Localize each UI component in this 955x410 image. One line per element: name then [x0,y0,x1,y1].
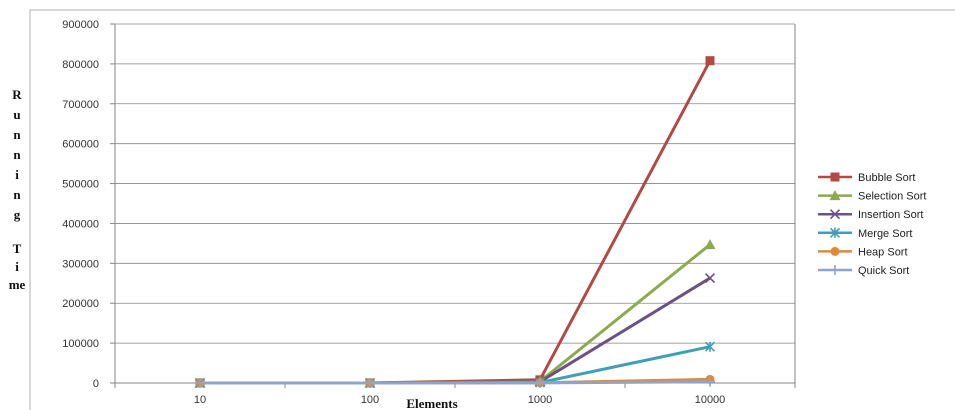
y-tick-label: 600000 [62,139,99,151]
data-point-bubble-sort [706,56,715,65]
y-axis-label-letter: me [9,277,26,292]
y-tick-label: 200000 [62,298,99,310]
y-tick-label: 700000 [62,99,99,111]
y-axis-label-letter: n [13,147,21,162]
y-axis-label-letter: g [14,207,21,222]
series-line-quick-sort [200,382,710,383]
y-axis-label-letter: n [13,187,21,202]
y-tick-label: 400000 [62,218,99,230]
legend-marker-heap-sort [831,247,840,256]
legend-label-selection-sort: Selection Sort [858,191,926,203]
legend-label-heap-sort: Heap Sort [858,246,908,258]
y-tick-label: 100000 [62,338,99,350]
legend-label-merge-sort: Merge Sort [858,228,912,240]
x-axis-label: Elements [406,396,457,410]
legend-label-insertion-sort: Insertion Sort [858,209,923,221]
x-tick-label: 100 [361,394,379,406]
legend-marker-bubble-sort [831,173,840,182]
y-tick-label: 0 [93,378,99,390]
x-tick-label: 10 [194,394,206,406]
y-axis-label-letter: n [13,127,21,142]
y-axis-label-letter: R [12,87,22,102]
y-tick-label: 500000 [62,179,99,191]
y-axis-label-letter: i [15,259,19,274]
y-axis-label-letter: T [13,241,22,256]
y-tick-label: 300000 [62,258,99,270]
y-tick-label: 800000 [62,59,99,71]
legend-label-bubble-sort: Bubble Sort [858,172,915,184]
y-tick-label: 900000 [62,19,99,31]
y-axis-label-letter: i [15,167,19,182]
x-tick-label: 1000 [528,394,552,406]
x-tick-label: 10000 [695,394,726,406]
y-axis-label-letter: u [13,107,20,122]
legend-label-quick-sort: Quick Sort [858,265,909,277]
